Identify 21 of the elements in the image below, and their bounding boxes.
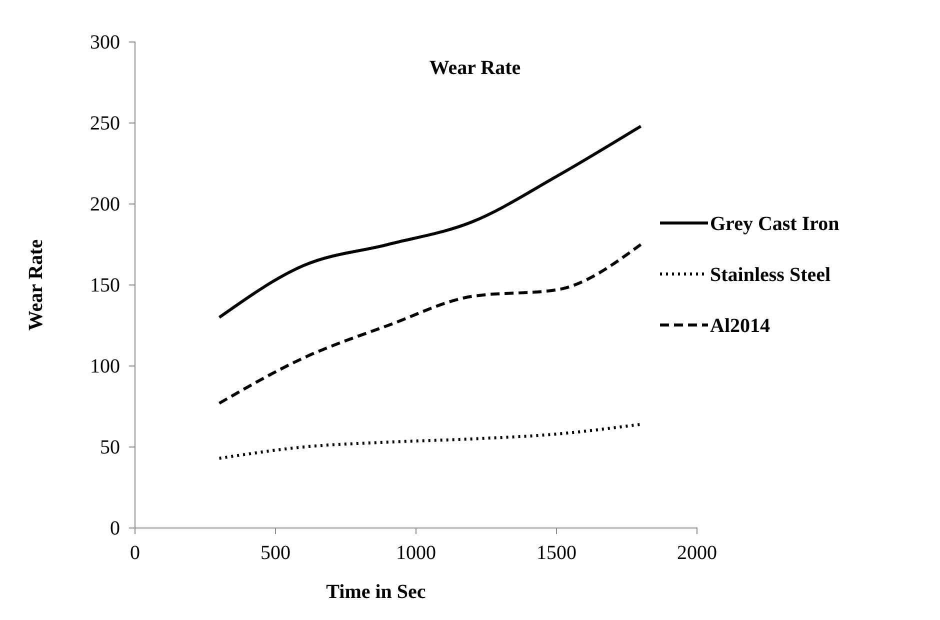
legend-label: Al2014 xyxy=(710,315,770,337)
x-tick-label: 2000 xyxy=(677,542,717,564)
y-axis-title: Wear Rate xyxy=(25,239,47,331)
y-tick-label: 250 xyxy=(90,112,120,134)
line-series xyxy=(218,243,642,405)
y-tick-label: 300 xyxy=(90,31,120,54)
legend-label: Grey Cast Iron xyxy=(710,213,840,235)
y-tick-label: 200 xyxy=(90,193,120,216)
x-tick-label: 500 xyxy=(260,542,290,564)
x-tick-label: 1000 xyxy=(396,542,436,564)
text: Wear Rate xyxy=(429,57,521,79)
line-series xyxy=(218,422,642,460)
y-tick-label: 100 xyxy=(90,355,120,378)
y-tick-label: 0 xyxy=(110,517,120,540)
x-tick-label: 0 xyxy=(130,542,140,564)
x-axis-title: Time in Sec xyxy=(326,581,426,603)
y-tick-label: 50 xyxy=(100,436,120,458)
y-tick-label: 150 xyxy=(90,274,120,296)
x-tick-label: 1500 xyxy=(536,542,576,564)
legend-label: Stainless Steel xyxy=(710,264,831,286)
line-series xyxy=(218,124,642,319)
